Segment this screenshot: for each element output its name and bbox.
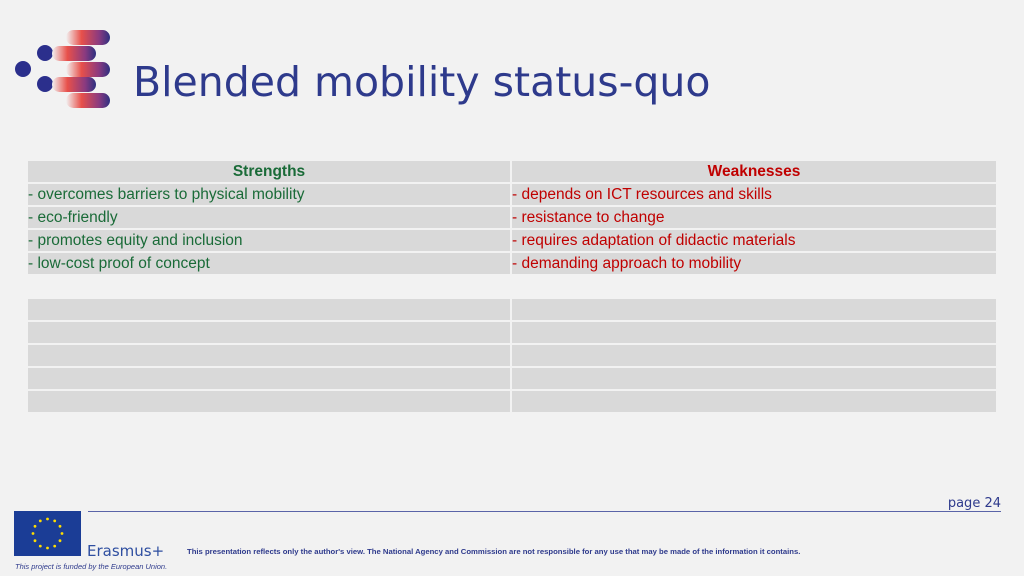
strength-cell: - promotes equity and inclusion xyxy=(28,230,512,253)
table-row: - low-cost proof of concept - demanding … xyxy=(28,253,996,276)
empty-table xyxy=(28,299,996,414)
table-row: - promotes equity and inclusion - requir… xyxy=(28,230,996,253)
empty-cell xyxy=(28,322,512,345)
strength-cell: - low-cost proof of concept xyxy=(28,253,512,276)
swot-table: Strengths Weaknesses - overcomes barrier… xyxy=(28,161,996,276)
empty-row xyxy=(28,368,996,391)
weakness-cell: - resistance to change xyxy=(512,207,996,230)
weakness-cell: - demanding approach to mobility xyxy=(512,253,996,276)
empty-cell xyxy=(28,345,512,368)
empty-cell xyxy=(512,391,996,414)
table-row: - eco-friendly - resistance to change xyxy=(28,207,996,230)
empty-cell xyxy=(28,299,512,322)
weakness-cell: - depends on ICT resources and skills xyxy=(512,184,996,207)
empty-cell xyxy=(28,391,512,414)
empty-row xyxy=(28,299,996,322)
funding-note: This project is funded by the European U… xyxy=(15,562,168,571)
strengths-header: Strengths xyxy=(28,161,512,184)
weaknesses-header: Weaknesses xyxy=(512,161,996,184)
strength-cell: - eco-friendly xyxy=(28,207,512,230)
table-row: - overcomes barriers to physical mobilit… xyxy=(28,184,996,207)
erasmus-logo-text: Erasmus+ xyxy=(87,542,165,560)
empty-cell xyxy=(512,368,996,391)
empty-cell xyxy=(512,345,996,368)
table-header-row: Strengths Weaknesses xyxy=(28,161,996,184)
weakness-cell: - requires adaptation of didactic materi… xyxy=(512,230,996,253)
strength-cell: - overcomes barriers to physical mobilit… xyxy=(28,184,512,207)
project-logo-icon xyxy=(15,30,110,108)
empty-row xyxy=(28,391,996,414)
empty-cell xyxy=(28,368,512,391)
disclaimer-text: This presentation reflects only the auth… xyxy=(187,547,801,556)
page-number: page 24 xyxy=(947,496,1001,511)
empty-cell xyxy=(512,299,996,322)
footer-divider xyxy=(88,511,1001,512)
empty-row xyxy=(28,345,996,368)
page-title: Blended mobility status-quo xyxy=(133,58,711,106)
empty-row xyxy=(28,322,996,345)
empty-cell xyxy=(512,322,996,345)
eu-flag-icon xyxy=(14,511,81,556)
